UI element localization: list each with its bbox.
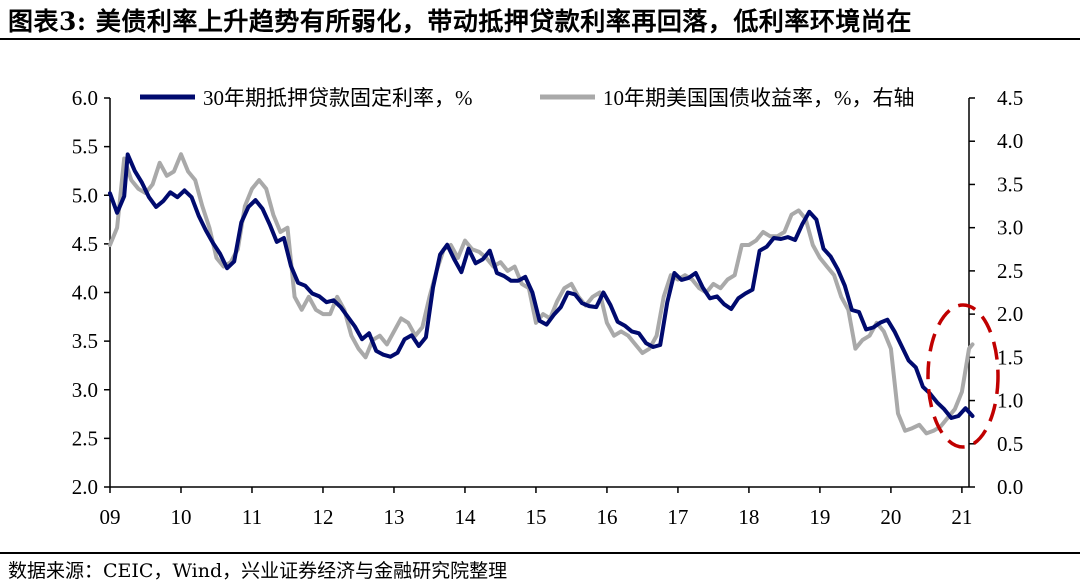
right-tick-label: 1.5 <box>997 345 1023 369</box>
left-tick-label: 4.5 <box>72 232 98 256</box>
x-tick-label: 14 <box>454 505 476 529</box>
right-tick-label: 0.5 <box>997 432 1023 456</box>
right-tick-label: 4.5 <box>997 86 1023 110</box>
x-tick-label: 20 <box>880 505 901 529</box>
chart-legend: 30年期抵押贷款固定利率，% 10年期美国国债收益率，%，右轴 <box>140 86 915 110</box>
source-note: 数据来源：CEIC，Wind，兴业证券经济与金融研究院整理 <box>8 560 508 582</box>
series-line-mortgage-rate <box>108 152 975 420</box>
left-tick-label: 6.0 <box>72 86 98 110</box>
left-tick-label: 2.0 <box>72 475 98 499</box>
x-tick-label: 09 <box>100 505 121 529</box>
series-line-treasury-yield <box>108 152 975 436</box>
x-tick-label: 21 <box>951 505 972 529</box>
chart-tick-labels: 2.0 2.5 3.0 3.5 4.0 4.5 5.0 5.5 6.0 0.0 0.5 1.0 1.5 2… <box>72 86 1024 529</box>
chart-lines <box>108 152 975 436</box>
right-tick-label: 2.0 <box>997 302 1023 326</box>
x-tick-label: 19 <box>809 505 830 529</box>
chart-axes <box>104 97 975 493</box>
left-tick-label: 2.5 <box>72 426 98 450</box>
left-tick-label: 4.0 <box>72 281 98 305</box>
right-tick-label: 3.0 <box>997 216 1023 240</box>
right-tick-label: 4.0 <box>997 129 1023 153</box>
right-tick-label: 2.5 <box>997 259 1023 283</box>
line-chart: 2.0 2.5 3.0 3.5 4.0 4.5 5.0 5.5 6.0 0.0 0.5 1.0 1.5 2… <box>72 86 1024 529</box>
legend-label-treasury: 10年期美国国债收益率，%，右轴 <box>603 86 915 110</box>
left-tick-label: 3.0 <box>72 378 98 402</box>
x-tick-label: 15 <box>525 505 546 529</box>
x-tick-label: 10 <box>170 505 191 529</box>
x-tick-label: 17 <box>667 505 688 529</box>
x-tick-label: 13 <box>383 505 404 529</box>
x-tick-label: 16 <box>596 505 617 529</box>
left-tick-label: 3.5 <box>72 329 98 353</box>
left-tick-label: 5.5 <box>72 135 98 159</box>
right-tick-label: 0.0 <box>997 475 1023 499</box>
title-rule <box>0 38 1080 40</box>
highlight-ellipse <box>926 303 1000 449</box>
x-tick-label: 11 <box>242 505 262 529</box>
right-tick-label: 3.5 <box>997 172 1023 196</box>
right-tick-label: 1.0 <box>997 389 1023 413</box>
source-rule <box>0 552 1080 554</box>
legend-label-mortgage: 30年期抵押贷款固定利率，% <box>203 86 473 110</box>
x-tick-label: 18 <box>738 505 759 529</box>
figure-title: 图表3: 美债利率上升趋势有所弱化，带动抵押贷款利率再回落，低利率环境尚在 <box>8 7 912 36</box>
left-tick-label: 5.0 <box>72 183 98 207</box>
x-tick-label: 12 <box>312 505 333 529</box>
